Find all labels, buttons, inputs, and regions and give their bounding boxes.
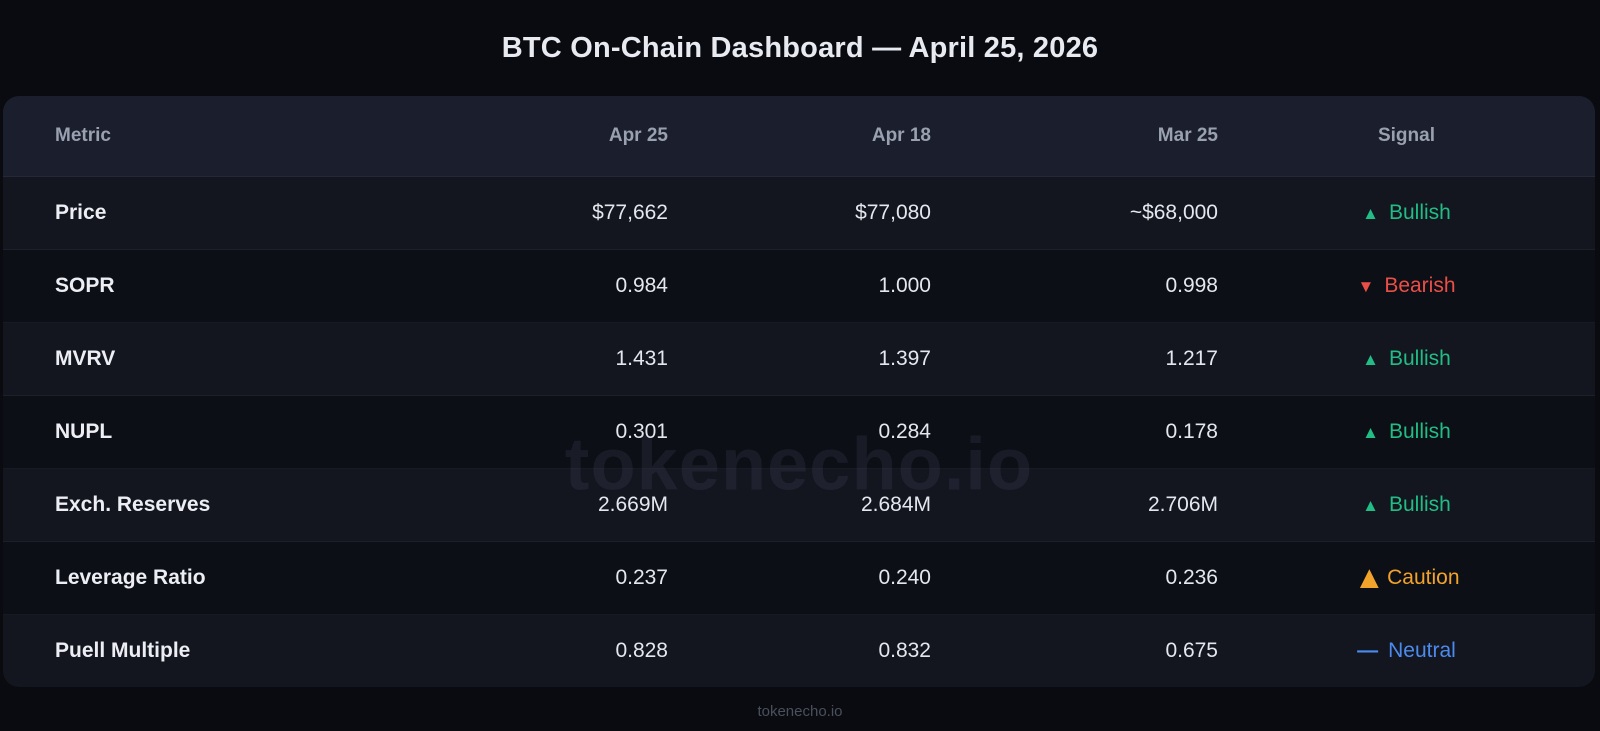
dashboard-table-container: Metric Apr 25 Apr 18 Mar 25 Signal Price $77,… [3,96,1595,687]
metric-cell: Exch. Reserves [3,468,483,542]
value-cell-apr18: $77,080 [668,176,931,250]
value-cell-apr25: 0.237 [483,541,668,615]
triangle-up-icon: ▲ [1362,349,1379,369]
signal-badge: ▲ Bullish [1362,347,1451,371]
metric-cell: Leverage Ratio [3,541,483,615]
metric-cell: Price [3,176,483,250]
metric-cell: Puell Multiple [3,614,483,687]
signal-label: Caution [1387,565,1460,589]
column-header-mar-25: Mar 25 [931,96,1218,177]
value-cell-apr25: 2.669M [483,468,668,542]
signal-badge: ▲ Bullish [1362,420,1451,444]
signal-label: Bullish [1388,201,1451,225]
column-header-signal: Signal [1218,96,1595,177]
signal-badge: — Neutral [1357,639,1456,663]
signal-cell: ▲ Caution [1218,541,1595,615]
value-cell-mar25: 0.998 [931,249,1218,323]
value-cell-apr25: 0.828 [483,614,668,687]
page-title: BTC On-Chain Dashboard — April 25, 2026 [501,32,1099,64]
signal-cell: ▲ Bullish [1218,468,1595,542]
signal-badge: ▼ Bearish [1357,274,1455,298]
signal-label: Neutral [1388,638,1456,662]
signal-cell: ▲ Bullish [1218,322,1595,396]
metric-cell: NUPL [3,395,483,469]
metrics-table: Metric Apr 25 Apr 18 Mar 25 Signal Price $77,… [3,96,1595,687]
value-cell-mar25: 0.236 [931,541,1218,615]
signal-label: Bullish [1388,347,1451,371]
signal-label: Bullish [1388,493,1451,517]
table-row: NUPL 0.301 0.284 0.178 ▲ Bullish [3,395,1595,469]
value-cell-apr25: 1.431 [483,322,668,396]
value-cell-apr18: 0.240 [668,541,931,615]
signal-badge: ▲ Bullish [1362,201,1451,225]
metric-cell: MVRV [3,322,483,396]
signal-badge: ▲ Bullish [1362,493,1451,517]
signal-cell: — Neutral [1218,614,1595,687]
signal-label: Bullish [1388,420,1451,444]
triangle-up-icon: ▲ [1362,422,1379,442]
value-cell-apr25: 0.984 [483,249,668,323]
value-cell-mar25: ~$68,000 [931,176,1218,250]
table-row: Leverage Ratio 0.237 0.240 0.236 ▲ Caution [3,541,1595,615]
value-cell-mar25: 0.178 [931,395,1218,469]
table-row: Exch. Reserves 2.669M 2.684M 2.706M ▲ Bullish [3,468,1595,542]
value-cell-apr25: 0.301 [483,395,668,469]
value-cell-apr18: 2.684M [668,468,931,542]
table-row: Price $77,662 $77,080 ~$68,000 ▲ Bullish [3,176,1595,250]
column-header-apr-25: Apr 25 [483,96,668,177]
signal-cell: ▲ Bullish [1218,176,1595,250]
value-cell-mar25: 0.675 [931,614,1218,687]
value-cell-apr18: 1.397 [668,322,931,396]
signal-cell: ▼ Bearish [1218,249,1595,323]
value-cell-apr18: 0.832 [668,614,931,687]
column-header-metric: Metric [3,96,483,177]
footer-branding: tokenecho.io [757,703,843,720]
signal-cell: ▲ Bullish [1218,395,1595,469]
value-cell-apr18: 1.000 [668,249,931,323]
table-row: SOPR 0.984 1.000 0.998 ▼ Bearish [3,249,1595,323]
value-cell-apr18: 0.284 [668,395,931,469]
table-row: MVRV 1.431 1.397 1.217 ▲ Bullish [3,322,1595,396]
dash-icon: — [1357,639,1379,663]
value-cell-apr25: $77,662 [483,176,668,250]
table-row: Puell Multiple 0.828 0.832 0.675 — Neutral [3,614,1595,687]
value-cell-mar25: 1.217 [931,322,1218,396]
table-header-row: Metric Apr 25 Apr 18 Mar 25 Signal [3,96,1595,177]
triangle-up-icon: ▲ [1362,203,1379,223]
warning-triangle-icon: ▲ [1353,558,1386,595]
metric-cell: SOPR [3,249,483,323]
triangle-down-icon: ▼ [1357,276,1375,296]
value-cell-mar25: 2.706M [931,468,1218,542]
signal-label: Bearish [1384,274,1456,298]
column-header-apr-18: Apr 18 [668,96,931,177]
signal-badge: ▲ Caution [1353,558,1460,595]
triangle-up-icon: ▲ [1362,495,1379,515]
